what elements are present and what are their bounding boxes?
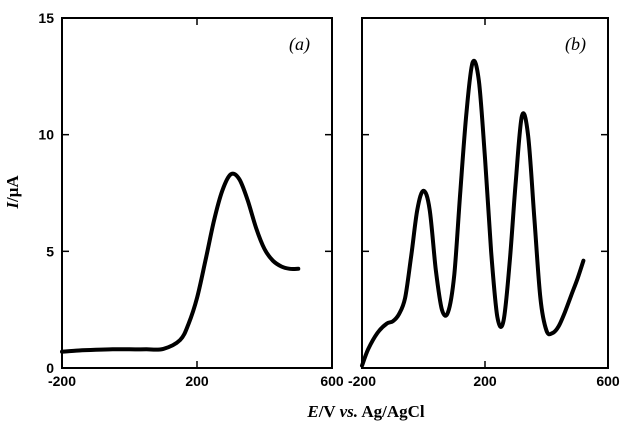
- y-axis-title: I/μA: [3, 175, 22, 210]
- y-tick-label: 5: [46, 243, 54, 259]
- panel-a-x-tick-label: 600: [320, 373, 344, 389]
- panel-a: 0 5 10 15 -200 200 600 (a): [38, 10, 343, 389]
- panel-a-label: (a): [289, 34, 310, 55]
- y-tick-label: 10: [38, 127, 54, 143]
- panel-a-x-tick-label: 200: [185, 373, 209, 389]
- panel-a-frame: [61, 17, 333, 369]
- panel-b-x-tick-label: 200: [473, 373, 497, 389]
- x-axis-title: E/V vs. Ag/AgCl: [306, 402, 425, 421]
- panel-b-x-tick-label: -200: [348, 373, 376, 389]
- panel-b-label: (b): [565, 34, 586, 55]
- panel-a-x-tick-label: -200: [48, 373, 76, 389]
- y-tick-label: 15: [38, 10, 54, 26]
- panel-b-series-line: [360, 58, 586, 368]
- y-tick-label: 0: [46, 360, 54, 376]
- panel-b: -200 200 600 (b): [348, 17, 620, 389]
- panel-b-x-tick-label: 600: [596, 373, 620, 389]
- panel-a-series-line: [60, 171, 301, 354]
